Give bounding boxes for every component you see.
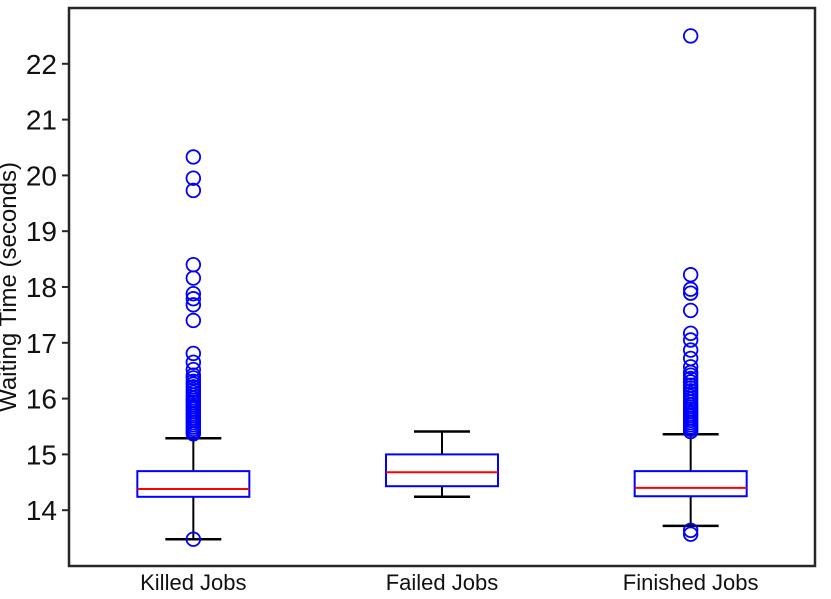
outlier-point [185, 170, 202, 186]
outlier-point [185, 256, 202, 273]
outlier-point [185, 270, 202, 286]
x-axis: Killed Jobs Failed Jobs Finished Jobs [140, 570, 758, 595]
y-tick-label: 21 [26, 105, 57, 136]
outlier-point [185, 291, 202, 307]
outlier-point [185, 361, 202, 378]
outlier-point [185, 182, 202, 199]
outlier-point [185, 426, 202, 442]
outlier-point [682, 526, 699, 542]
outlier-point [185, 149, 202, 165]
outlier-point [682, 302, 699, 319]
y-tick-label: 14 [26, 495, 57, 526]
outlier-point [682, 285, 699, 301]
y-tick-label: 22 [26, 49, 57, 80]
y-tick-label: 19 [26, 216, 57, 247]
boxplot-killed-jobs [136, 149, 251, 547]
y-tick-label: 17 [26, 328, 57, 359]
box-series [136, 28, 748, 547]
outlier-point [682, 522, 699, 538]
outlier-point [682, 423, 699, 440]
x-category-label: Killed Jobs [140, 570, 246, 595]
outlier-point [682, 281, 699, 297]
boxplot-failed-jobs [385, 430, 499, 499]
iqr-box [633, 470, 748, 498]
outlier-point [185, 531, 202, 547]
boxplot-finished-jobs [633, 28, 748, 542]
outlier-point [682, 332, 699, 348]
outlier-point [185, 312, 202, 329]
outlier-point [185, 285, 202, 302]
outlier-point [185, 297, 202, 313]
outlier-point [682, 325, 699, 342]
iqr-box [385, 453, 499, 488]
x-category-label: Failed Jobs [386, 570, 499, 595]
outlier-point [682, 359, 699, 375]
outlier-point [185, 345, 202, 362]
outlier-point [682, 28, 699, 44]
y-tick-label: 15 [26, 439, 57, 470]
y-axis: 14 15 16 17 18 19 20 21 22 [26, 49, 69, 526]
iqr-box [136, 470, 251, 498]
y-axis-title: Waiting Time (seconds) [0, 162, 22, 412]
y-tick-label: 18 [26, 272, 57, 303]
outlier-point [682, 342, 699, 358]
outlier-point [682, 267, 699, 283]
y-tick-label: 16 [26, 384, 57, 415]
x-category-label: Finished Jobs [623, 570, 759, 595]
y-tick-label: 20 [26, 160, 57, 191]
